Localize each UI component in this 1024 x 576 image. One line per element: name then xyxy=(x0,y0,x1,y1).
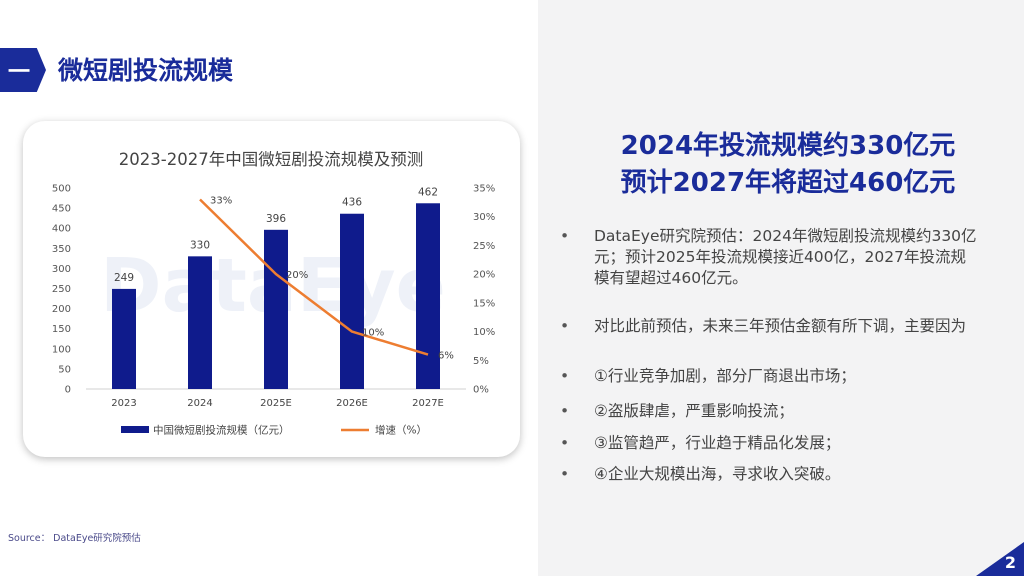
bullet-marker: • xyxy=(560,434,570,452)
legend-line-label: 增速（%） xyxy=(375,424,427,437)
y-right-tick-label: 30% xyxy=(473,212,495,223)
x-tick-label: 2023 xyxy=(111,398,136,409)
y-left-tick-label: 500 xyxy=(52,184,71,195)
bar-data-label: 396 xyxy=(266,213,286,225)
bullet-marker: • xyxy=(560,402,570,420)
bar xyxy=(264,229,288,389)
y-right-tick-label: 20% xyxy=(473,270,495,281)
y-left-tick-label: 350 xyxy=(52,244,71,255)
x-tick-label: 2026E xyxy=(336,398,368,409)
section-number: 一 xyxy=(7,60,30,85)
page-number: 2 xyxy=(1004,553,1016,572)
line-data-label: 33% xyxy=(210,195,232,206)
y-left-tick-label: 0 xyxy=(65,385,71,396)
y-right-tick-label: 15% xyxy=(473,298,495,309)
bullet-text: DataEye研究院预估：2024年微短剧投流规模约330亿元；预计2025年投… xyxy=(594,227,977,287)
y-left-tick-label: 300 xyxy=(52,264,71,275)
bar-data-label: 462 xyxy=(418,186,438,198)
bullet-text: ④企业大规模出海，寻求收入突破。 xyxy=(594,465,841,483)
x-tick-label: 2025E xyxy=(260,398,292,409)
bar xyxy=(188,256,212,389)
legend-bar-label: 中国微短剧投流规模（亿元） xyxy=(153,424,290,437)
x-tick-label: 2024 xyxy=(187,398,212,409)
bullet-marker: • xyxy=(560,367,570,385)
line-data-label: 6% xyxy=(438,351,454,362)
chart-svg: DataEye2023-2027年中国微短剧投流规模及预测05010015020… xyxy=(52,150,495,437)
y-right-tick-label: 10% xyxy=(473,327,495,338)
bullet-text: ①行业竞争加剧，部分厂商退出市场； xyxy=(594,367,856,385)
y-right-tick-label: 0% xyxy=(473,385,489,396)
y-left-tick-label: 450 xyxy=(52,204,71,215)
y-right-tick-label: 35% xyxy=(473,184,495,195)
headline-line-1: 2024年投流规模约330亿元 xyxy=(620,131,956,161)
x-tick-label: 2027E xyxy=(412,398,444,409)
bar-data-label: 249 xyxy=(114,272,134,284)
line-data-label: 10% xyxy=(362,328,384,339)
right-panel xyxy=(538,0,1024,576)
bullet-marker: • xyxy=(560,465,570,483)
y-right-tick-label: 5% xyxy=(473,356,489,367)
y-left-tick-label: 150 xyxy=(52,324,71,335)
legend-bar-swatch xyxy=(121,426,149,433)
chart-card: DataEye2023-2027年中国微短剧投流规模及预测05010015020… xyxy=(23,121,520,457)
y-right-tick-label: 25% xyxy=(473,241,495,252)
headline-line-2: 预计2027年将超过460亿元 xyxy=(620,168,956,198)
y-left-tick-label: 400 xyxy=(52,224,71,235)
y-left-tick-label: 100 xyxy=(52,344,71,355)
bar xyxy=(416,203,440,389)
bullet-marker: • xyxy=(560,317,570,335)
growth-line xyxy=(199,198,429,356)
line-data-label: 20% xyxy=(286,270,308,281)
y-left-tick-label: 50 xyxy=(58,364,71,375)
bullet-text: ②盗版肆虐，严重影响投流； xyxy=(594,402,794,420)
bullet-text: ③监管趋严，行业趋于精品化发展； xyxy=(594,434,841,452)
bar-data-label: 436 xyxy=(342,197,362,209)
bar xyxy=(112,288,136,389)
section-number-badge: 一 xyxy=(0,48,46,92)
bullet-marker: • xyxy=(560,227,570,245)
bar-data-label: 330 xyxy=(190,239,210,251)
y-left-tick-label: 250 xyxy=(52,284,71,295)
section-title: 微短剧投流规模 xyxy=(58,56,234,85)
chart-title: 2023-2027年中国微短剧投流规模及预测 xyxy=(119,150,423,169)
source-note: Source： DataEye研究院预估 xyxy=(8,533,141,544)
bullet-text: 对比此前预估，未来三年预估金额有所下调，主要因为 xyxy=(594,317,967,335)
bar xyxy=(340,213,364,389)
y-left-tick-label: 200 xyxy=(52,304,71,315)
headline: 2024年投流规模约330亿元 预计2027年将超过460亿元 xyxy=(568,128,1008,202)
